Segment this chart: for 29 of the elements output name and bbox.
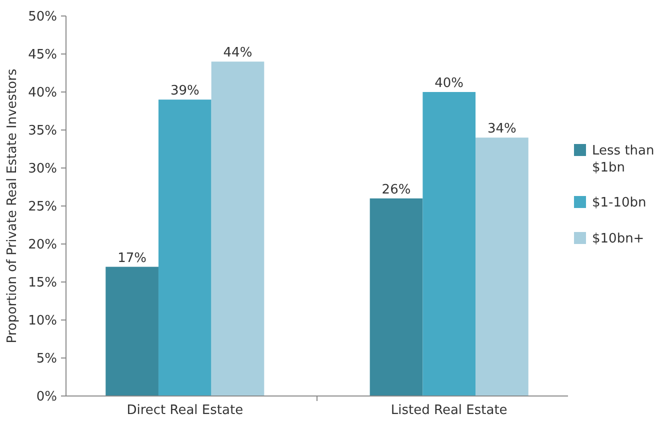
bar: [370, 198, 423, 396]
legend-label: $10bn+: [592, 232, 644, 247]
y-tick-label: 0%: [36, 390, 57, 405]
x-tick-label: Listed Real Estate: [390, 403, 508, 418]
bar: [158, 100, 212, 396]
data-label: 34%: [487, 122, 516, 137]
y-tick-label: 25%: [28, 200, 57, 215]
legend-label: $1-10bn: [592, 196, 646, 211]
data-label: 44%: [223, 46, 252, 61]
bar: [422, 92, 476, 396]
bar: [476, 138, 528, 396]
y-axis-title: Proportion of Private Real Estate Investors: [5, 68, 20, 344]
data-label: 39%: [170, 84, 200, 99]
data-label: 40%: [434, 76, 464, 91]
data-label: 26%: [382, 182, 411, 198]
legend-label: Less than $1bn: [592, 144, 654, 176]
bar: [211, 62, 264, 396]
y-tick-label: 10%: [28, 314, 57, 329]
y-tick-label: 5%: [36, 352, 57, 367]
bar: [106, 266, 158, 396]
y-tick-label: 35%: [28, 124, 57, 139]
y-tick-label: 45%: [28, 48, 57, 63]
y-tick-label: 50%: [28, 10, 57, 25]
y-tick-label: 30%: [28, 162, 57, 177]
x-tick-label: Direct Real Estate: [126, 403, 244, 418]
y-tick-label: 15%: [28, 276, 57, 291]
y-tick-label: 20%: [28, 238, 57, 253]
data-label: 17%: [118, 250, 147, 266]
y-tick-label: 40%: [28, 86, 57, 101]
